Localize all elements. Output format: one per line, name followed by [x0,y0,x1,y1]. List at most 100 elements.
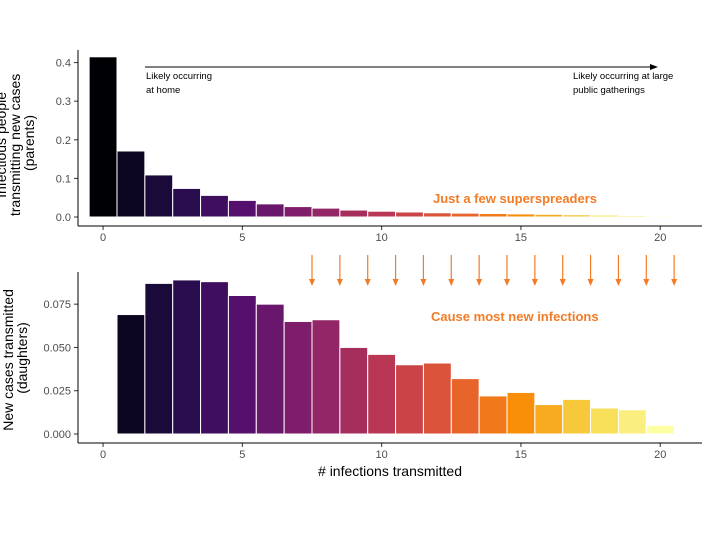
gatherings-annotation-line-2: public gatherings [573,85,645,96]
daughters-arrows [309,255,678,286]
downward-arrow-head [615,279,622,286]
daughters-bar-1 [116,314,146,435]
parents-bar-4 [200,194,229,218]
downward-arrow-head [504,279,510,286]
daughters-bars [88,279,675,435]
parents-y-tick-label: 0.4 [56,58,71,70]
parents-x-axis-ticks: 0 5 10 15 20 [100,226,666,244]
daughters-bar-5 [227,295,257,435]
parents-bar-11 [395,211,424,218]
home-to-gatherings-arrowhead [650,64,658,70]
downward-arrow-head [448,279,455,286]
parents-y-tick-label: 0.3 [56,96,71,108]
parents-x-tick-label: 10 [376,232,388,244]
downward-arrow-head [420,279,427,286]
daughters-bar-14 [478,395,508,435]
parents-panel: Infectious people transmitting new cases… [0,50,702,244]
superspreaders-annotation: Just a few superspreaders [433,191,597,206]
daughters-bar-18 [590,407,619,435]
daughters-y-tick-label: 0.000 [43,429,71,441]
parents-x-tick-label: 0 [100,232,106,244]
downward-arrow-head [643,279,650,286]
parents-bar-18 [590,214,619,218]
downward-arrow-head [476,279,483,286]
parents-bar-19 [617,214,647,218]
daughters-bar-16 [534,404,564,435]
downward-arrow-head [587,279,594,286]
parents-bar-7 [283,206,313,218]
parents-bar-15 [506,213,536,218]
downward-arrow-head [392,279,399,286]
parents-bar-10 [367,210,397,218]
parents-bar-9 [339,209,369,218]
daughters-bar-20 [645,424,675,435]
parents-ylabel-line-3: (parents) [21,115,37,171]
daughters-x-tick-label: 20 [654,449,666,461]
parents-bar-0 [88,56,118,218]
downward-arrow-head [309,279,315,286]
daughters-bar-10 [367,353,397,435]
downward-arrow-head [531,279,538,286]
daughters-bar-7 [283,320,313,435]
parents-y-tick-label: 0.0 [56,212,71,224]
daughters-x-tick-label: 0 [100,449,106,461]
daughters-y-tick-label: 0.025 [43,386,71,398]
home-annotation-line-2: at home [146,85,180,96]
parents-bar-2 [144,174,174,218]
daughters-bar-19 [617,409,647,435]
parents-bar-16 [534,213,564,218]
daughters-x-axis-ticks: 0 5 10 15 20 [100,443,666,461]
daughters-bar-13 [450,378,480,435]
daughters-ylabel-line-1: New cases transmitted [0,289,16,431]
parents-ylabel-line-2: transmitting new cases [7,74,23,216]
daughters-bar-2 [144,282,174,435]
downward-arrow-head [364,279,371,286]
daughters-bar-17 [562,398,592,435]
parents-bar-3 [172,187,202,218]
parents-bar-17 [562,214,592,218]
daughters-bar-6 [255,303,285,435]
daughters-bar-15 [506,391,536,435]
parents-y-axis-ticks: 0.0 0.1 0.2 0.3 0.4 [56,58,78,224]
daughters-ylabel-line-2: (daughters) [14,322,30,394]
parents-bar-12 [422,212,452,218]
parents-bar-6 [255,203,285,218]
most-infections-annotation: Cause most new infections [431,309,599,324]
daughters-y-tick-label: 0.075 [43,299,71,311]
daughters-x-tick-label: 10 [376,449,388,461]
daughters-y-tick-label: 0.050 [43,342,71,354]
daughters-bar-12 [422,362,452,435]
daughters-xlabel: # infections transmitted [318,463,462,479]
daughters-x-tick-label: 15 [515,449,527,461]
parents-y-tick-label: 0.1 [56,173,71,185]
daughters-bar-0 [88,432,118,435]
daughters-bar-9 [339,346,369,435]
parents-ylabel-line-1: Infectious people [0,92,9,198]
parents-bar-5 [227,199,257,218]
home-annotation-line-1: Likely occurring [146,71,212,82]
parents-x-tick-label: 20 [654,232,666,244]
daughters-y-axis-ticks: 0.000 0.025 0.050 0.075 [43,299,78,441]
parents-y-tick-label: 0.2 [56,135,71,147]
parents-ylabel: Infectious people transmitting new cases… [0,70,37,216]
parents-x-tick-label: 15 [515,232,527,244]
daughters-bar-3 [172,279,202,435]
daughters-bar-11 [395,364,424,435]
daughters-bar-8 [311,319,341,435]
parents-bar-20 [645,215,675,218]
parents-bar-8 [311,207,341,218]
daughters-panel: New cases transmitted (daughters) 0.0000… [0,255,702,479]
downward-arrow-head [671,279,678,286]
parents-x-tick-label: 5 [239,232,245,244]
daughters-bar-4 [200,281,229,435]
downward-arrow-head [559,279,566,286]
parents-bar-14 [478,213,508,218]
parents-bar-1 [116,150,146,218]
downward-arrow-head [336,279,343,286]
daughters-x-tick-label: 5 [239,449,245,461]
parents-bars [88,56,675,218]
gatherings-annotation-line-1: Likely occurring at large [573,71,673,82]
parents-bar-13 [450,212,480,218]
daughters-ylabel: New cases transmitted (daughters) [0,285,30,431]
